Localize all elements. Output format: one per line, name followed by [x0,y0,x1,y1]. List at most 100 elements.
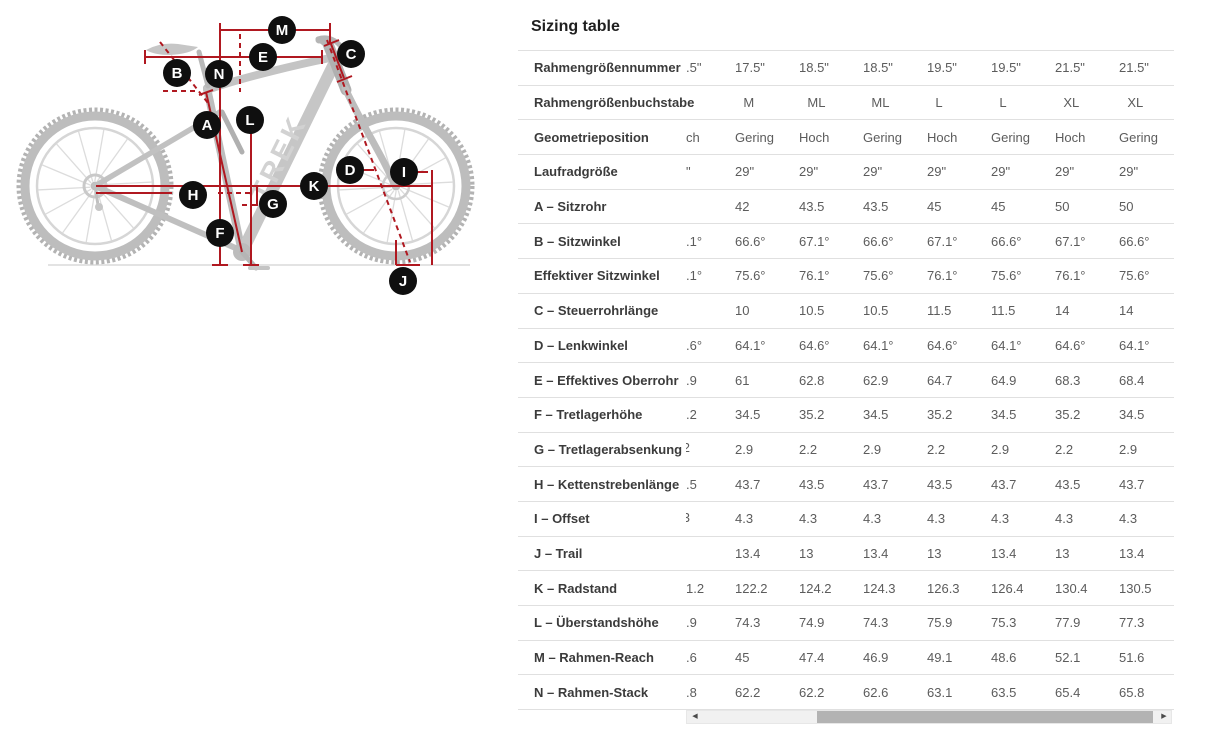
table-cell: 43.5 [799,476,825,492]
table-row: B – Sitzwinkel .1° 66.6° 67.1° 66.6° 67.1° 66.… [518,224,1174,260]
clipped-cell: 2 [686,440,690,456]
table-cell: 64.1° [863,337,894,353]
table-cell: Gering [735,129,775,145]
table-cell: 66.6° [735,233,766,249]
diagram-label-E: E [249,43,277,71]
svg-text:B: B [172,65,183,82]
svg-text:D: D [345,162,356,179]
table-cell: 14 [1119,303,1134,319]
table-cell: 4.3 [927,511,946,527]
sizing-panel: Sizing table Rahmengrößennummer .5" 17.5" 1… [518,0,1174,724]
table-cell: 61 [735,372,750,388]
table-cell: 34.5 [991,407,1017,423]
scroll-left-icon[interactable]: ◀ [692,713,698,720]
clipped-cell: ch [686,129,700,145]
diagram-label-L: L [236,106,264,134]
table-cell: 50 [1119,199,1134,215]
table-cell: 51.6 [1119,650,1145,666]
svg-text:F: F [215,225,224,242]
table-cell: 67.1° [1055,233,1086,249]
table-cell: 130.4 [1055,580,1088,596]
table-cell: Hoch [927,129,958,145]
table-cell: 64.6° [799,337,830,353]
table-cell: 34.5 [863,407,889,423]
row-label: Rahmengrößenbuchstabe [534,95,695,111]
table-cell: 62.2 [735,684,761,700]
table-cell: 64.6° [927,337,958,353]
table-cell: 62.2 [799,684,825,700]
table-cell: 13.4 [1119,545,1145,561]
table-cell: 64.6° [1055,337,1086,353]
row-label: A – Sitzrohr [534,199,607,215]
svg-text:K: K [309,178,320,195]
table-cell: 35.2 [799,407,825,423]
table-cell: 68.3 [1055,372,1081,388]
table-cell: 19.5" [991,60,1021,76]
table-cell: 2.9 [863,441,882,457]
table-cell: 45 [991,199,1006,215]
table-cell: 13 [927,545,942,561]
table-cell: 2.9 [1119,441,1138,457]
table-cell: 47.4 [799,650,825,666]
table-cell: 2.9 [991,441,1010,457]
table-cell: 65.8 [1119,684,1145,700]
table-cell: 10 [735,303,750,319]
table-row: Laufradgröße " 29" 29" 29" 29" 29" 29" 29" [518,155,1174,190]
table-cell: 64.7 [927,372,953,388]
table-cell: 43.7 [735,476,761,492]
table-cell: 124.2 [799,580,832,596]
table-cell: 66.6° [863,233,894,249]
row-label: M – Rahmen-Reach [534,650,654,666]
svg-text:A: A [202,117,213,134]
table-cell: 43.7 [863,476,889,492]
page-title: Sizing table [531,18,620,35]
table-cell: 77.9 [1055,615,1081,631]
table-cell: 48.6 [991,650,1017,666]
table-cell: 42 [735,199,750,215]
svg-text:M: M [276,22,289,39]
table-cell: 74.9 [799,615,825,631]
table-cell: 18.5" [863,60,893,76]
row-label: I – Offset [534,511,590,527]
scroll-right-icon[interactable]: ▶ [1161,713,1167,720]
derailleur [95,203,103,211]
table-cell: 18.5" [799,60,829,76]
clipped-cell: 3 [686,509,690,525]
diagram-label-A: A [193,111,221,139]
scrollbar-thumb[interactable] [817,711,1153,723]
row-label: F – Tretlagerhöhe [534,407,643,423]
table-cell: 10.5 [799,303,825,319]
table-row: L – Überstandshöhe .9 74.3 74.9 74.3 75.9 75.3… [518,606,1174,641]
table-row: I – Offset 3 4.3 4.3 4.3 4.3 4.3 4.3 4.3 [518,502,1174,537]
table-cell: Gering [1119,129,1159,145]
diagram-label-J: J [389,267,417,295]
table-cell: 43.7 [991,476,1017,492]
table-cell: 75.6° [1119,268,1150,284]
row-label: Laufradgröße [534,164,618,180]
row-label: B – Sitzwinkel [534,233,621,249]
table-cell: 29" [927,164,947,180]
horizontal-scrollbar[interactable]: ◀ ▶ [686,710,1172,724]
table-cell: 34.5 [735,407,761,423]
table-cell: Gering [863,129,903,145]
table-cell: ML [871,95,890,111]
table-cell: 76.1° [927,268,958,284]
svg-text:J: J [399,273,407,290]
clipped-cell: " [686,164,691,180]
table-cell: 77.3 [1119,615,1145,631]
table-cell: 10.5 [863,303,889,319]
table-cell: 75.3 [991,615,1017,631]
svg-text:C: C [346,46,357,63]
table-cell: 66.6° [991,233,1022,249]
diagram-label-D: D [336,156,364,184]
table-cell: 49.1 [927,650,953,666]
table-cell: 64.1° [1119,337,1150,353]
table-cell: 74.3 [863,615,889,631]
table-cell: 11.5 [991,303,1016,319]
svg-text:G: G [267,196,279,213]
table-cell: 75.6° [991,268,1022,284]
row-label: N – Rahmen-Stack [534,684,649,700]
table-cell: 13.4 [863,545,889,561]
table-cell: 65.4 [1055,684,1081,700]
table-cell: 21.5" [1119,60,1149,76]
